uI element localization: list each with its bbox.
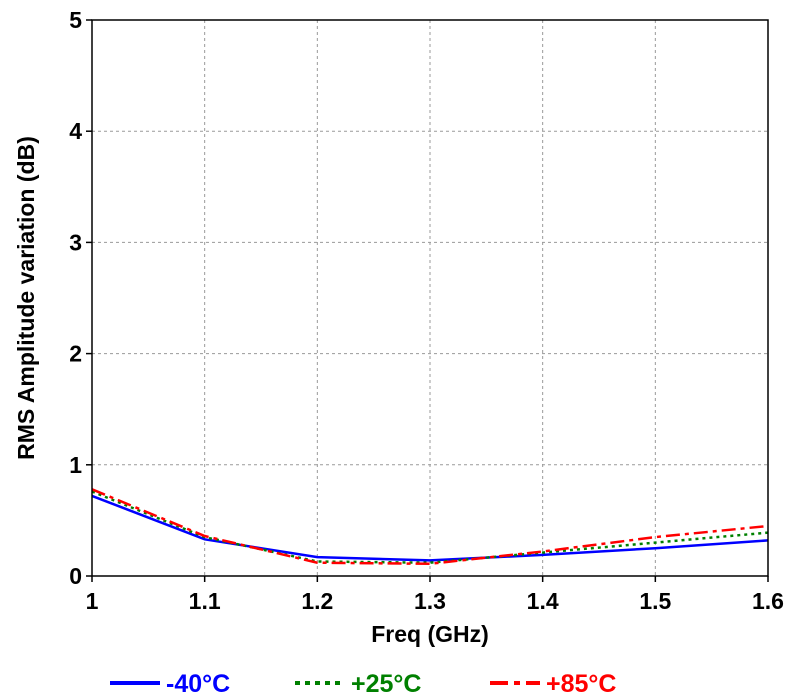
x-tick-labels: 1 1.1 1.2 1.3 1.4 1.5 1.6 <box>86 576 784 614</box>
series-lines <box>91 488 769 566</box>
y-tick-label: 4 <box>69 118 82 144</box>
x-tick-label: 1.4 <box>527 588 559 614</box>
grid-lines <box>92 20 768 576</box>
y-tick-label: 2 <box>69 341 82 367</box>
x-tick-label: 1.2 <box>301 588 333 614</box>
y-tick-label: 5 <box>69 7 82 33</box>
x-tick-label: 1.6 <box>752 588 784 614</box>
x-tick-label: 1 <box>86 588 99 614</box>
x-tick-label: 1.3 <box>414 588 446 614</box>
legend-label: -40°C <box>166 670 230 698</box>
series-line <box>91 488 769 566</box>
y-axis-label: RMS Amplitude variation (dB) <box>13 136 39 460</box>
series-line <box>91 494 769 562</box>
y-tick-label: 0 <box>69 563 82 589</box>
legend: -40°C +25°C +85°C <box>110 670 616 698</box>
legend-label: +85°C <box>546 670 616 698</box>
y-tick-label: 1 <box>69 452 82 478</box>
x-tick-label: 1.1 <box>189 588 221 614</box>
y-tick-label: 3 <box>69 229 82 255</box>
x-axis-label: Freq (GHz) <box>371 621 489 647</box>
y-tick-labels: 0 1 2 3 4 5 <box>69 7 92 589</box>
legend-label: +25°C <box>351 670 421 698</box>
x-tick-label: 1.5 <box>639 588 671 614</box>
